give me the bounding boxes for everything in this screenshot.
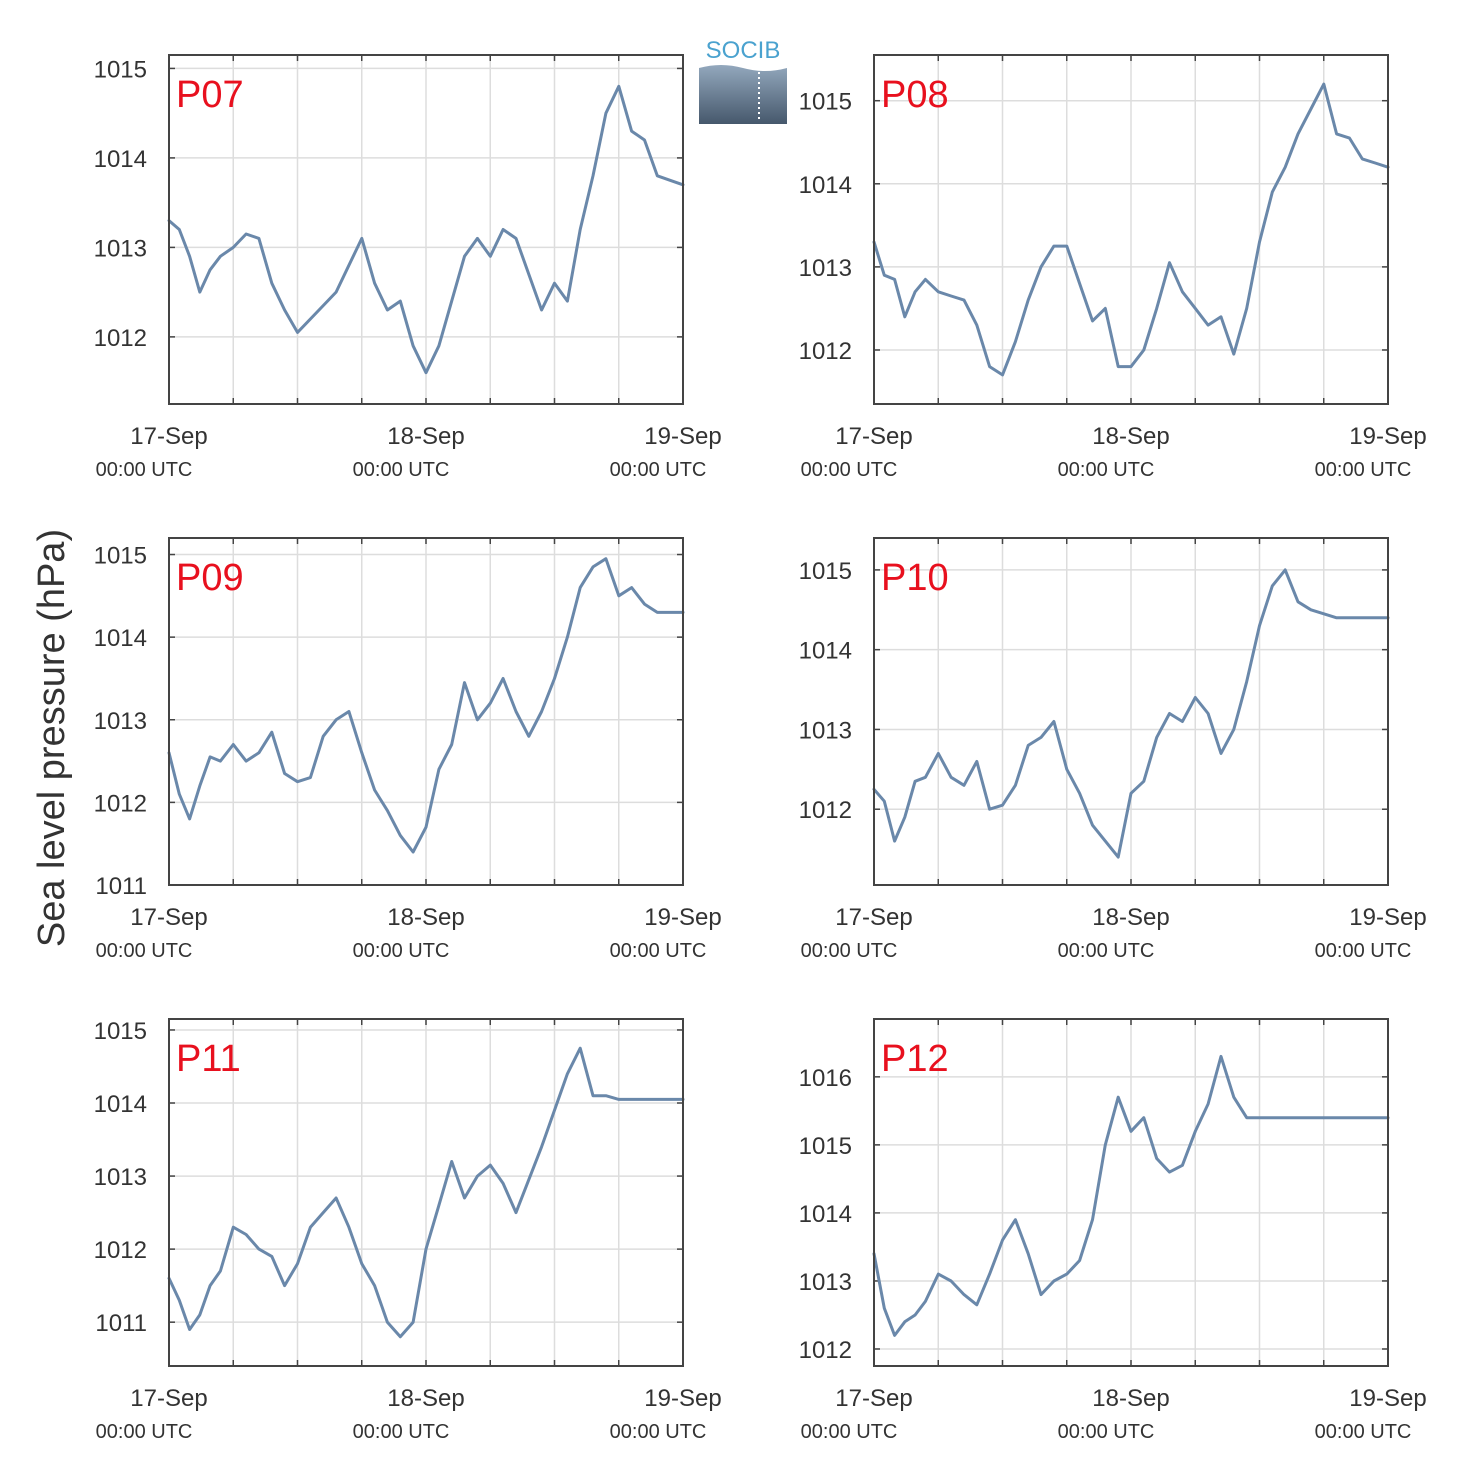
x-tick-label-date: 17-Sep: [835, 423, 912, 450]
y-tick-label: 1015: [94, 1018, 147, 1045]
y-tick-label: 1015: [799, 89, 852, 116]
x-tick-label-date: 19-Sep: [1349, 423, 1426, 450]
x-tick-label-time: 00:00 UTC: [1315, 1421, 1412, 1443]
panel-p10: 1012 1013 1014 1015 17-Sep 00:00 UTC 18-Sep 00:…: [799, 537, 1427, 962]
series-line: [167, 84, 685, 375]
y-tick-label: 1014: [799, 1201, 852, 1228]
y-tick-label: 1012: [799, 338, 852, 365]
y-tick-label: 1013: [799, 717, 852, 744]
y-tick-label: 1014: [94, 146, 147, 173]
y-tick-label: 1013: [799, 255, 852, 282]
socib-logo: SOCIB: [697, 34, 789, 126]
y-tick-label: 1015: [94, 543, 147, 570]
series-line: [872, 1054, 1390, 1337]
x-tick-label-time: 00:00 UTC: [1058, 940, 1155, 962]
y-tick-label: 1011: [95, 873, 147, 900]
panel-p08: 1012 1013 1014 1015 17-Sep 00:00 UTC 18-Sep 00:…: [799, 54, 1427, 481]
y-tick-label: 1013: [94, 235, 147, 262]
x-tick-label-time: 00:00 UTC: [801, 1421, 898, 1443]
x-tick-label-date: 19-Sep: [644, 1385, 721, 1412]
y-tick-label: 1011: [95, 1310, 147, 1337]
x-tick-label-date: 18-Sep: [387, 423, 464, 450]
axes-frame: [873, 1018, 1389, 1367]
panel-title: P08: [881, 74, 949, 116]
panel-title: P07: [176, 74, 244, 116]
x-tick-label-date: 19-Sep: [644, 423, 721, 450]
panel-title: P10: [881, 557, 949, 599]
x-tick-label-time: 00:00 UTC: [96, 940, 193, 962]
x-tick-label-time: 00:00 UTC: [610, 459, 707, 481]
series-line: [872, 568, 1390, 859]
x-tick-label-date: 17-Sep: [835, 1385, 912, 1412]
panel-title: P11: [176, 1038, 241, 1080]
axes-frame: [168, 54, 684, 405]
y-tick-label: 1016: [799, 1065, 852, 1092]
y-tick-label: 1012: [799, 797, 852, 824]
panels: 1012 1013 1014 1015 17-Sep 00:00 UTC 18-Sep 00:…: [94, 54, 1427, 1443]
panel-p11: 1011 1012 1013 1014 1015 17-Sep 00:00 UTC 18-Se…: [94, 1018, 722, 1443]
x-tick-label-date: 18-Sep: [1092, 423, 1169, 450]
axes-frame: [168, 537, 684, 886]
axes-frame: [873, 537, 1389, 886]
axes-frame: [168, 1018, 684, 1367]
panel-title: P09: [176, 557, 244, 599]
x-tick-label-time: 00:00 UTC: [353, 459, 450, 481]
panel-title: P12: [881, 1038, 949, 1080]
x-tick-label-time: 00:00 UTC: [353, 940, 450, 962]
y-tick-label: 1012: [94, 1237, 147, 1264]
x-tick-label-time: 00:00 UTC: [96, 459, 193, 481]
x-tick-label-date: 17-Sep: [130, 1385, 207, 1412]
y-tick-label: 1014: [799, 638, 852, 665]
x-tick-label-time: 00:00 UTC: [1315, 940, 1412, 962]
y-tick-label: 1012: [799, 1337, 852, 1364]
panel-p07: 1012 1013 1014 1015 17-Sep 00:00 UTC 18-Sep 00:…: [94, 54, 722, 481]
logo-text: SOCIB: [706, 37, 781, 64]
x-tick-label-time: 00:00 UTC: [610, 940, 707, 962]
x-tick-label-time: 00:00 UTC: [1315, 459, 1412, 481]
x-tick-label-date: 18-Sep: [387, 904, 464, 931]
y-tick-label: 1012: [94, 325, 147, 352]
series-line: [167, 557, 685, 854]
x-tick-label-date: 17-Sep: [130, 423, 207, 450]
x-tick-label-time: 00:00 UTC: [96, 1421, 193, 1443]
x-tick-label-time: 00:00 UTC: [801, 459, 898, 481]
x-tick-label-date: 17-Sep: [835, 904, 912, 931]
axes-frame: [873, 54, 1389, 405]
panel-p12: 1012 1013 1014 1015 1016 17-Sep 00:00 UTC 18-Se…: [799, 1018, 1427, 1443]
y-tick-label: 1014: [799, 172, 852, 199]
x-tick-label-time: 00:00 UTC: [610, 1421, 707, 1443]
x-tick-label-date: 18-Sep: [1092, 904, 1169, 931]
y-tick-label: 1012: [94, 790, 147, 817]
y-tick-label: 1015: [94, 56, 147, 83]
x-tick-label-time: 00:00 UTC: [801, 940, 898, 962]
x-tick-label-time: 00:00 UTC: [353, 1421, 450, 1443]
panel-p09: 1011 1012 1013 1014 1015 17-Sep 00:00 UTC 18-Se…: [94, 537, 722, 962]
series-line: [167, 1046, 685, 1339]
y-tick-label: 1013: [799, 1269, 852, 1296]
x-tick-label-time: 00:00 UTC: [1058, 459, 1155, 481]
y-tick-label: 1013: [94, 1164, 147, 1191]
y-axis-label: Sea level pressure (hPa): [31, 529, 73, 947]
series-line: [872, 82, 1390, 377]
x-tick-label-date: 18-Sep: [387, 1385, 464, 1412]
y-tick-label: 1013: [94, 708, 147, 735]
y-tick-label: 1015: [799, 558, 852, 585]
y-tick-label: 1015: [799, 1133, 852, 1160]
x-tick-label-date: 18-Sep: [1092, 1385, 1169, 1412]
y-tick-label: 1014: [94, 625, 147, 652]
x-tick-label-date: 19-Sep: [644, 904, 721, 931]
y-tick-label: 1014: [94, 1091, 147, 1118]
x-tick-label-time: 00:00 UTC: [1058, 1421, 1155, 1443]
x-tick-label-date: 19-Sep: [1349, 1385, 1426, 1412]
x-tick-label-date: 19-Sep: [1349, 904, 1426, 931]
x-tick-label-date: 17-Sep: [130, 904, 207, 931]
